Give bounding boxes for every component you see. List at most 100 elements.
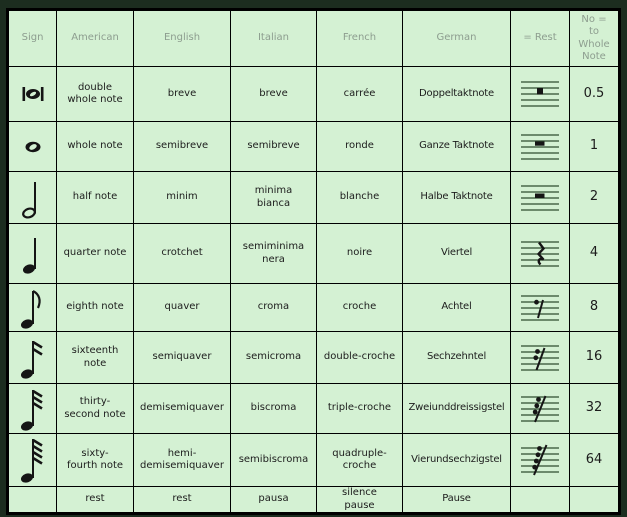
table-row: whole note semibreve semibreve ronde Ganze T… [7,121,620,172]
cell-german: Sechzehntel [402,331,511,384]
cell-italian: croma [230,283,317,332]
whole-note-icon [13,137,53,157]
sixty-fourth-note-icon [15,435,51,485]
eighth-rest-icon [516,288,564,328]
cell-sign [7,331,57,384]
note-value-table-frame: Sign American English Italian French German = … [6,8,621,515]
whole-rest-icon [516,127,564,167]
cell-rest [510,121,570,172]
table-header: Sign American English Italian French German = … [7,9,620,67]
cell-sign [7,121,57,172]
cell-english: crotchet [133,223,231,284]
cell-sign [7,383,57,434]
cell-sign [7,433,57,487]
cell-english: semibreve [133,121,231,172]
cell-french: double-croche [316,331,403,384]
thirty-second-rest-icon [516,389,564,429]
cell-american: whole note [56,121,134,172]
quarter-rest-icon [516,234,564,274]
cell-ratio [569,486,620,514]
double-whole-note-icon [13,82,53,106]
sixteenth-note-icon [15,335,51,381]
cell-american: sixteenth note [56,331,134,384]
cell-french: blanche [316,171,403,224]
cell-italian: minima bianca [230,171,317,224]
cell-french: quadruple- croche [316,433,403,487]
header-english: English [133,9,231,67]
cell-italian: biscroma [230,383,317,434]
cell-english: hemi- demisemiquaver [133,433,231,487]
cell-french: silence pause [316,486,403,514]
cell-french: ronde [316,121,403,172]
cell-rest [510,66,570,122]
cell-ratio: 0.5 [569,66,620,122]
cell-american: eighth note [56,283,134,332]
half-rest-icon [516,178,564,218]
note-values-table: Sign American English Italian French German = … [6,8,621,515]
cell-italian: semibreve [230,121,317,172]
cell-american: rest [56,486,134,514]
cell-english: demisemiquaver [133,383,231,434]
table-row: quarter note crotchet semiminima nera noire… [7,223,620,284]
cell-american: half note [56,171,134,224]
cell-german: Pause [402,486,511,514]
cell-ratio: 16 [569,331,620,384]
cell-french: triple-croche [316,383,403,434]
cell-german: Vierundsechzigstel [402,433,511,487]
cell-italian: breve [230,66,317,122]
header-row: Sign American English Italian French German = … [7,9,620,67]
cell-sign [7,171,57,224]
cell-english: quaver [133,283,231,332]
cell-italian: semibiscroma [230,433,317,487]
eighth-note-icon [15,285,51,331]
table-row: thirty- second note demisemiquaver biscrom… [7,383,620,434]
double-whole-rest-icon [516,74,564,114]
header-french: French [316,9,403,67]
cell-ratio: 1 [569,121,620,172]
cell-rest [510,486,570,514]
cell-rest [510,331,570,384]
table-row: sixteenth note semiquaver semicroma double-… [7,331,620,384]
cell-american: quarter note [56,223,134,284]
header-sign: Sign [7,9,57,67]
cell-ratio: 32 [569,383,620,434]
table-body: double whole note breve breve carrée Doppelt… [7,66,620,514]
cell-italian: pausa [230,486,317,514]
cell-english: breve [133,66,231,122]
half-note-icon [16,176,50,220]
cell-ratio: 64 [569,433,620,487]
table-row: sixty- fourth note hemi- demisemiquaver se… [7,433,620,487]
cell-sign [7,486,57,514]
header-ratio: No = to Whole Note [569,9,620,67]
quarter-note-icon [16,232,50,276]
cell-french: noire [316,223,403,284]
cell-italian: semicroma [230,331,317,384]
header-american: American [56,9,134,67]
table-row: double whole note breve breve carrée Doppelt… [7,66,620,122]
cell-german: Ganze Taktnote [402,121,511,172]
cell-american: sixty- fourth note [56,433,134,487]
sixteenth-rest-icon [516,338,564,378]
cell-sign [7,283,57,332]
table-row: eighth note quaver croma croche Achtel 8 [7,283,620,332]
cell-german: Achtel [402,283,511,332]
cell-ratio: 4 [569,223,620,284]
header-german: German [402,9,511,67]
cell-ratio: 8 [569,283,620,332]
cell-rest [510,171,570,224]
cell-american: thirty- second note [56,383,134,434]
table-row: rest rest pausa silence pause Pause [7,486,620,514]
cell-rest [510,223,570,284]
header-rest: = Rest [510,9,570,67]
cell-german: Viertel [402,223,511,284]
thirty-second-note-icon [15,385,51,433]
cell-french: croche [316,283,403,332]
cell-german: Halbe Taktnote [402,171,511,224]
cell-ratio: 2 [569,171,620,224]
cell-sign [7,66,57,122]
cell-rest [510,433,570,487]
table-row: half note minim minima bianca blanche Halbe … [7,171,620,224]
cell-german: Doppeltaktnote [402,66,511,122]
cell-italian: semiminima nera [230,223,317,284]
cell-german: Zweiunddreissigstel [402,383,511,434]
